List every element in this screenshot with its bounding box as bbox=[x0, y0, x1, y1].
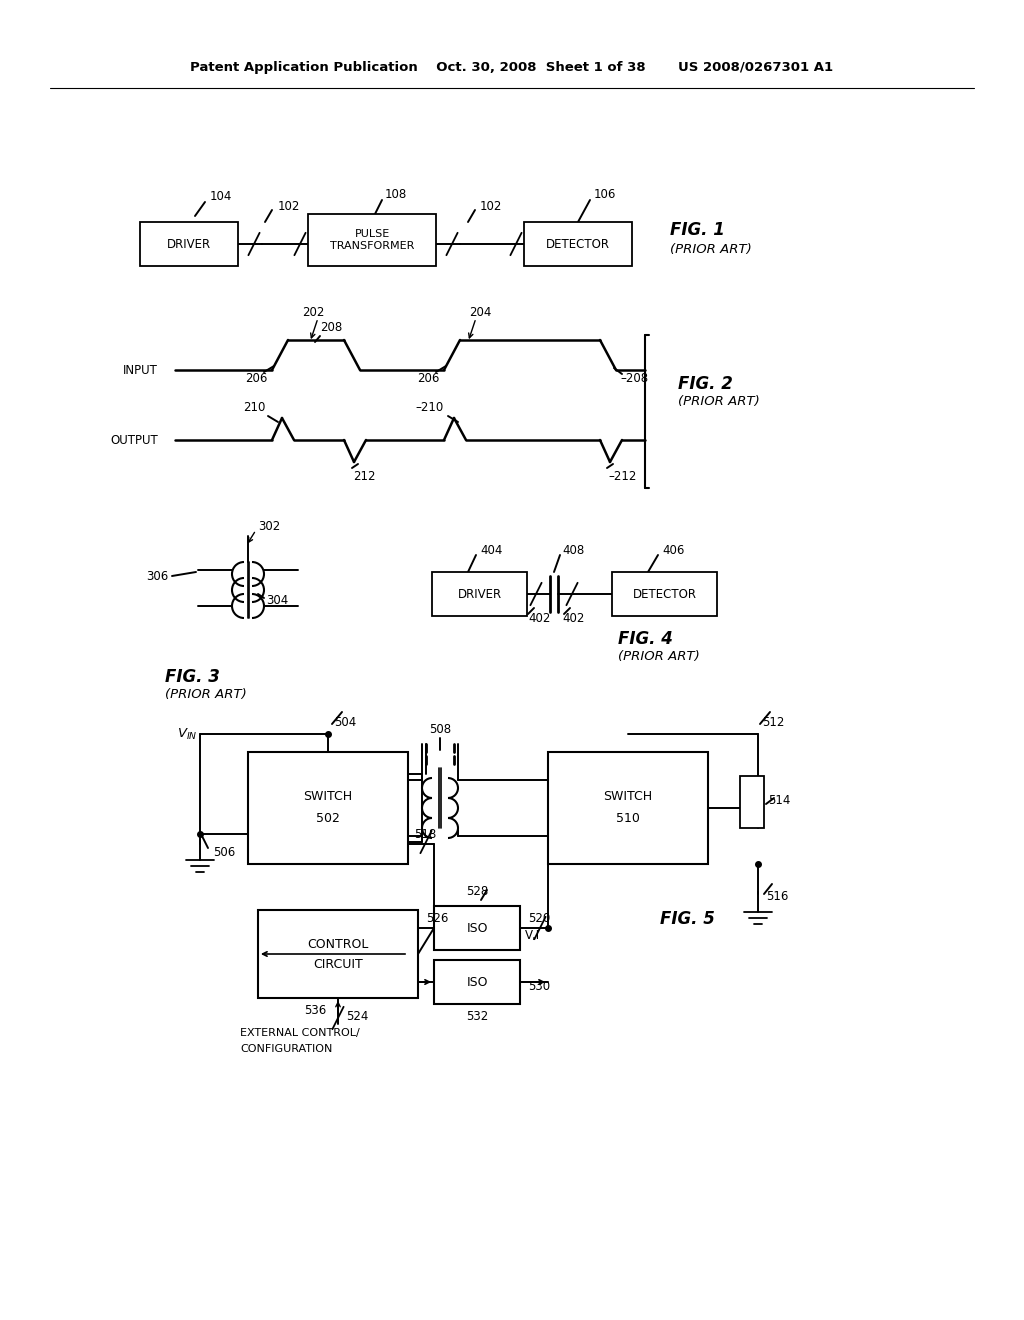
Text: EXTERNAL CONTROL/: EXTERNAL CONTROL/ bbox=[240, 1028, 359, 1038]
Text: 302: 302 bbox=[258, 520, 281, 532]
Bar bbox=[432, 572, 527, 616]
Text: 206: 206 bbox=[418, 372, 440, 385]
Text: 514: 514 bbox=[768, 793, 791, 807]
Text: 520: 520 bbox=[528, 912, 550, 924]
Bar bbox=[548, 752, 708, 865]
Text: 106: 106 bbox=[594, 187, 616, 201]
Text: FIG. 4: FIG. 4 bbox=[618, 630, 673, 648]
Text: 304: 304 bbox=[266, 594, 288, 606]
Text: OUTPUT: OUTPUT bbox=[111, 433, 158, 446]
Text: 206: 206 bbox=[246, 372, 268, 385]
Text: (PRIOR ART): (PRIOR ART) bbox=[678, 395, 760, 408]
Text: 502: 502 bbox=[316, 812, 340, 825]
Text: 202: 202 bbox=[302, 305, 325, 318]
Text: 530: 530 bbox=[528, 979, 550, 993]
Text: 504: 504 bbox=[334, 715, 356, 729]
Bar bbox=[612, 572, 717, 616]
Text: 516: 516 bbox=[766, 890, 788, 903]
Text: 528: 528 bbox=[466, 884, 488, 898]
Text: INPUT: INPUT bbox=[123, 363, 158, 376]
Text: –208: –208 bbox=[620, 372, 648, 385]
Text: 102: 102 bbox=[480, 199, 503, 213]
Text: 512: 512 bbox=[762, 715, 784, 729]
Text: FIG. 3: FIG. 3 bbox=[165, 668, 220, 686]
Text: ISO: ISO bbox=[466, 975, 487, 989]
Text: DRIVER: DRIVER bbox=[167, 238, 211, 251]
Text: –210: –210 bbox=[416, 401, 444, 414]
Text: DRIVER: DRIVER bbox=[458, 587, 502, 601]
Text: 510: 510 bbox=[616, 812, 640, 825]
Text: 506: 506 bbox=[213, 846, 236, 858]
Text: 408: 408 bbox=[562, 544, 585, 557]
Bar bbox=[434, 960, 520, 1005]
Text: SWITCH: SWITCH bbox=[303, 789, 352, 803]
Text: 406: 406 bbox=[662, 544, 684, 557]
Bar bbox=[434, 906, 520, 950]
Text: (PRIOR ART): (PRIOR ART) bbox=[618, 649, 699, 663]
Text: 518: 518 bbox=[414, 828, 436, 841]
Bar bbox=[258, 909, 418, 998]
Text: FIG. 1: FIG. 1 bbox=[670, 220, 725, 239]
Text: (PRIOR ART): (PRIOR ART) bbox=[165, 688, 247, 701]
Text: 204: 204 bbox=[469, 305, 492, 318]
Text: 104: 104 bbox=[210, 190, 232, 202]
Text: 208: 208 bbox=[319, 321, 342, 334]
Text: DETECTOR: DETECTOR bbox=[633, 587, 696, 601]
Bar bbox=[140, 222, 238, 267]
Bar bbox=[248, 752, 408, 865]
Text: 402: 402 bbox=[528, 611, 550, 624]
Text: 402: 402 bbox=[562, 611, 585, 624]
Text: 524: 524 bbox=[346, 1010, 369, 1023]
Text: ISO: ISO bbox=[466, 921, 487, 935]
Text: 532: 532 bbox=[466, 1010, 488, 1023]
Text: FIG. 2: FIG. 2 bbox=[678, 375, 733, 393]
Text: Patent Application Publication    Oct. 30, 2008  Sheet 1 of 38       US 2008/026: Patent Application Publication Oct. 30, … bbox=[190, 62, 834, 74]
Text: 526: 526 bbox=[426, 912, 449, 924]
Text: 404: 404 bbox=[480, 544, 503, 557]
Text: 212: 212 bbox=[353, 470, 376, 483]
Bar bbox=[740, 776, 764, 828]
Text: SWITCH: SWITCH bbox=[603, 789, 652, 803]
Text: $V_{IN}$: $V_{IN}$ bbox=[176, 726, 197, 742]
Bar bbox=[524, 222, 632, 267]
Text: CONTROL: CONTROL bbox=[307, 937, 369, 950]
Text: –212: –212 bbox=[608, 470, 636, 483]
Text: 508: 508 bbox=[429, 723, 451, 737]
Text: 536: 536 bbox=[304, 1003, 326, 1016]
Text: V,I: V,I bbox=[525, 929, 540, 942]
Text: 108: 108 bbox=[385, 187, 408, 201]
Text: 102: 102 bbox=[278, 199, 300, 213]
Text: PULSE
TRANSFORMER: PULSE TRANSFORMER bbox=[330, 230, 414, 251]
Text: DETECTOR: DETECTOR bbox=[546, 238, 610, 251]
Text: 306: 306 bbox=[145, 569, 168, 582]
Bar bbox=[308, 214, 436, 267]
Text: CONFIGURATION: CONFIGURATION bbox=[240, 1044, 333, 1053]
Text: FIG. 5: FIG. 5 bbox=[660, 909, 715, 928]
Text: 210: 210 bbox=[244, 401, 266, 414]
Text: (PRIOR ART): (PRIOR ART) bbox=[670, 243, 752, 256]
Text: CIRCUIT: CIRCUIT bbox=[313, 957, 362, 970]
